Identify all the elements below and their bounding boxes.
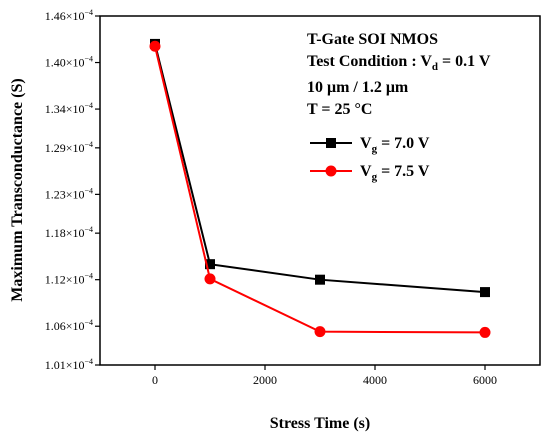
annotation-test-condition: Test Condition : Vd = 0.1 V (307, 53, 491, 73)
data-point-square (205, 259, 215, 270)
y-tick-label: 1.12×10−4 (45, 272, 93, 287)
y-tick-label: 1.23×10−4 (45, 186, 93, 201)
series-line-2 (154, 46, 486, 334)
legend-label-2: Vg = 7.5 V (360, 163, 430, 183)
y-tick-label: 1.01×10−4 (45, 357, 93, 372)
y-tick-label: 1.06×10−4 (45, 318, 93, 333)
plot-frame (99, 15, 541, 366)
legend: Vg = 7.0 V Vg = 7.5 V (310, 135, 430, 183)
legend-label-1: Vg = 7.0 V (360, 135, 430, 155)
x-axis-title: Stress Time (s) (270, 415, 370, 432)
y-tick-label: 1.40×10−4 (45, 55, 93, 70)
data-point-circle (479, 326, 491, 338)
data-point-square (315, 274, 325, 285)
y-axis-ticks: 1.01×10−4 1.06×10−4 1.12×10−4 1.18×10−4 1.23… (45, 8, 100, 372)
data-point-square (480, 287, 490, 298)
x-tick-label: 4000 (363, 373, 387, 387)
y-axis-title: Maximum Transconductance (S) (9, 78, 26, 301)
y-tick-label: 1.46×10−4 (45, 8, 93, 23)
annotation-device: T-Gate SOI NMOS (307, 31, 438, 48)
data-point-circle (314, 326, 326, 338)
legend-marker-square (326, 138, 336, 148)
y-tick-label: 1.18×10−4 (45, 225, 93, 240)
series-layer (149, 38, 491, 338)
x-tick-label: 2000 (253, 373, 277, 387)
y-tick-label: 1.29×10−4 (45, 140, 93, 155)
data-point-circle (204, 273, 216, 285)
y-tick-label: 1.34×10−4 (45, 101, 93, 116)
annotation-dimensions: 10 μm / 1.2 μm (307, 79, 409, 96)
data-point-circle (149, 40, 161, 52)
annotation-temperature: T = 25 °C (307, 101, 372, 118)
x-tick-label: 0 (152, 373, 158, 387)
x-axis-ticks: 0 2000 4000 6000 (152, 365, 497, 387)
series-line-1 (154, 43, 486, 294)
x-tick-label: 6000 (473, 373, 497, 387)
legend-marker-circle (325, 165, 337, 177)
